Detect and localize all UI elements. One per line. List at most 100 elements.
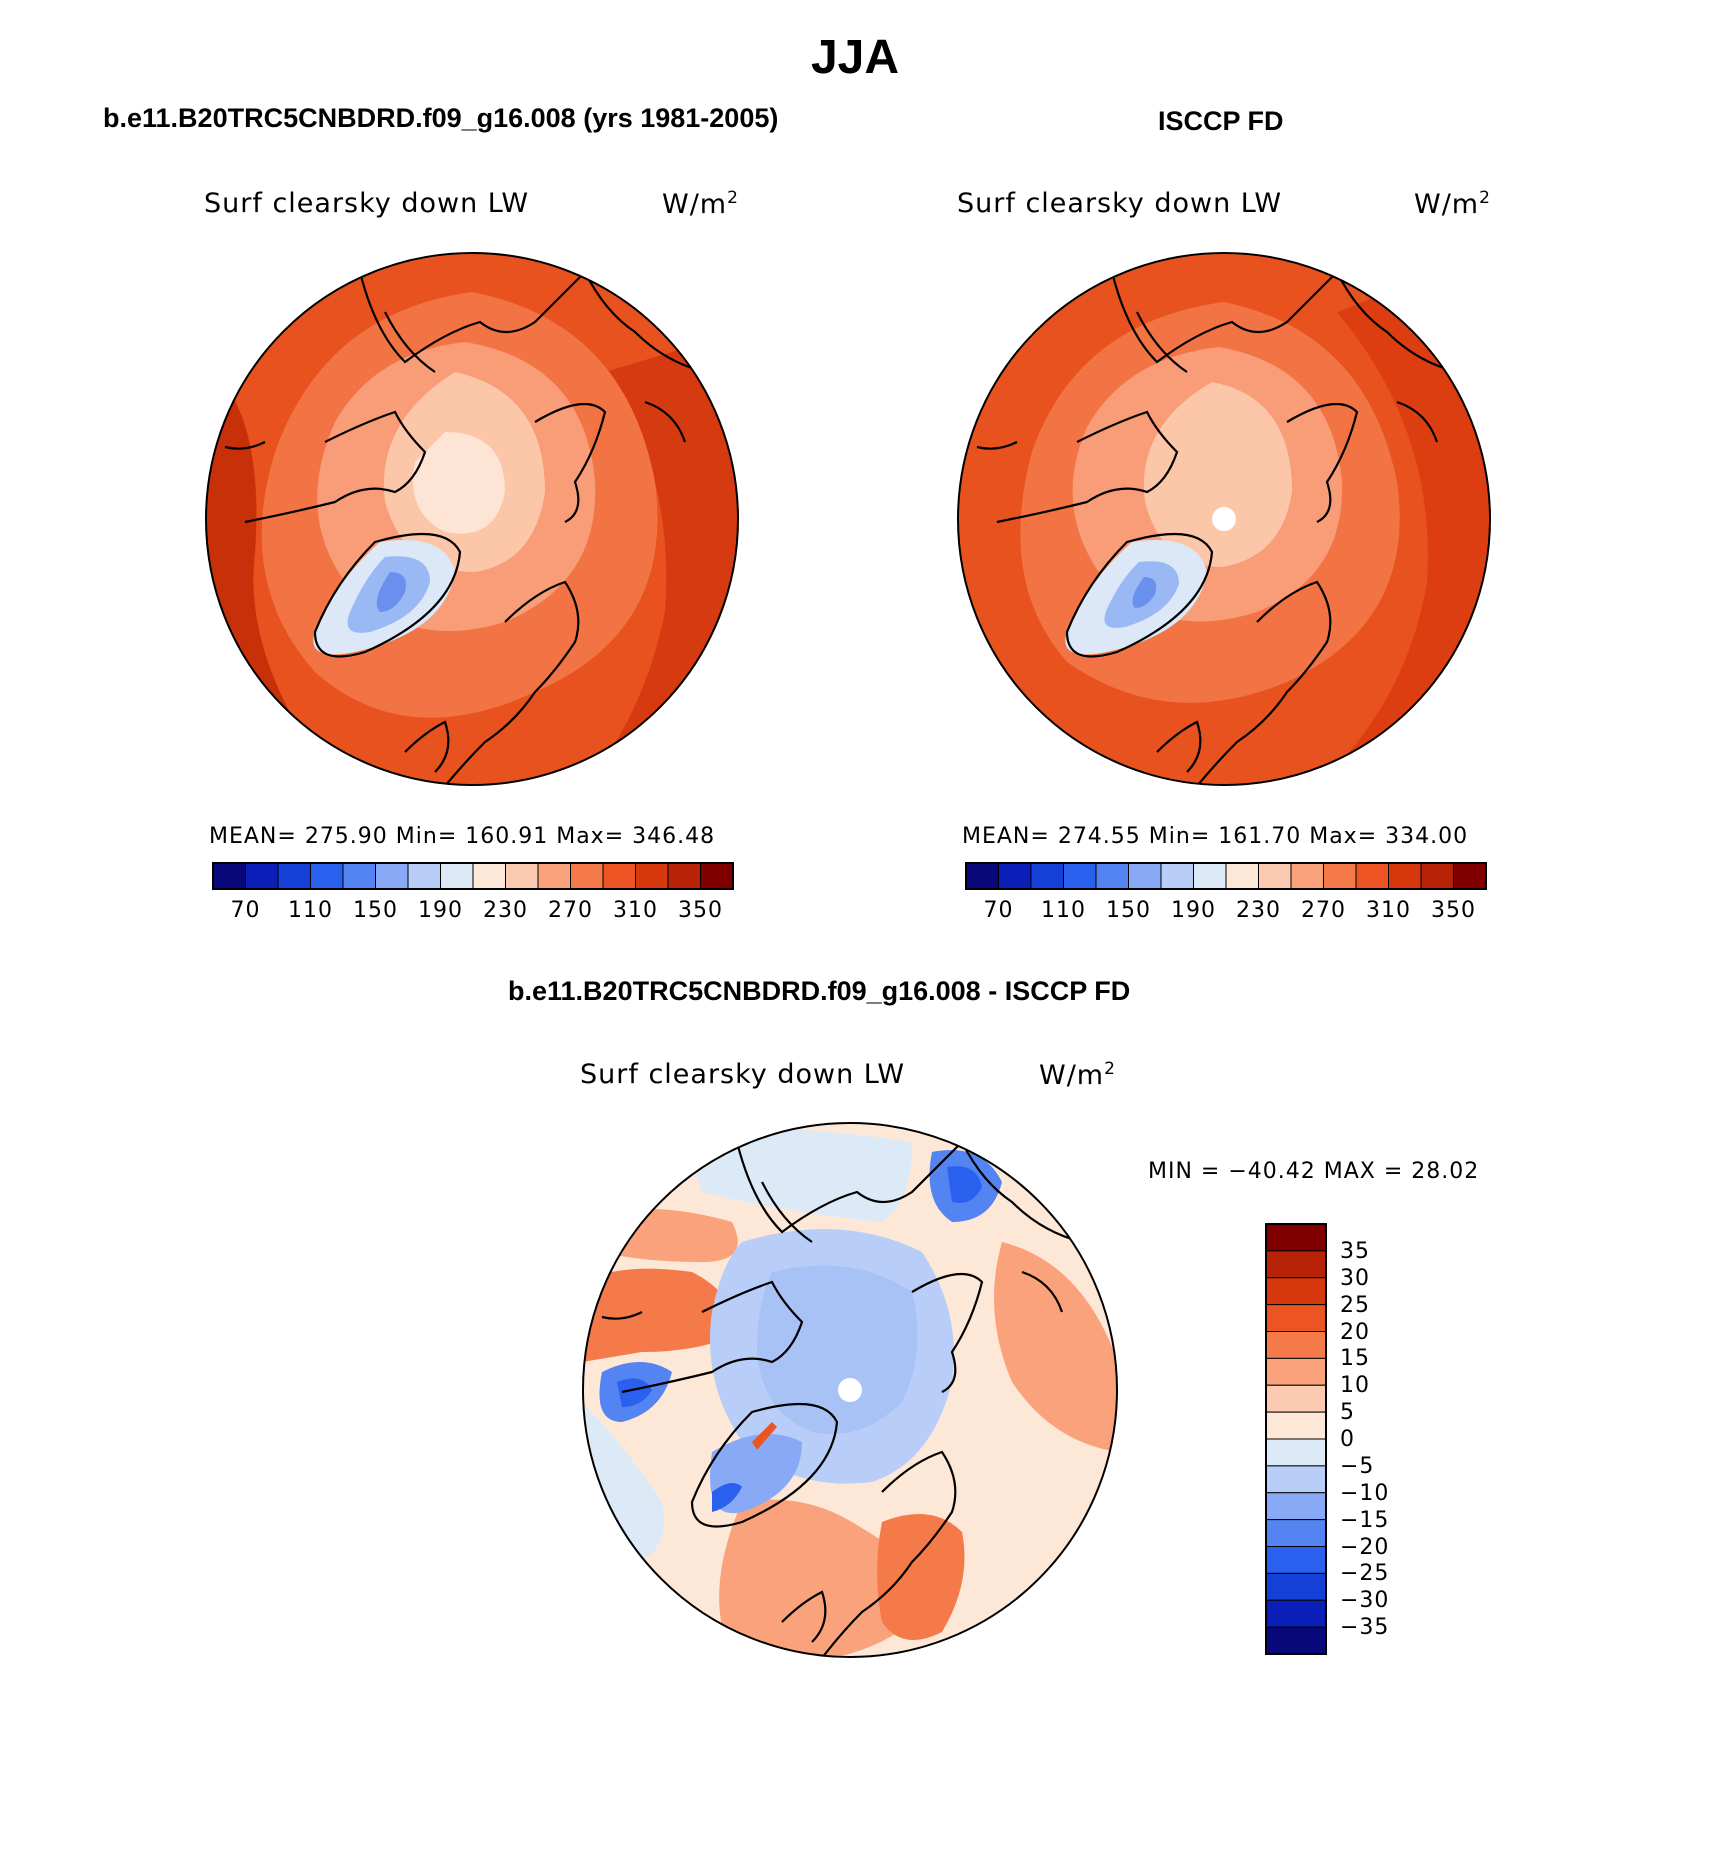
units-label-diff: W/m2 [1039,1059,1116,1091]
units-exponent: 2 [1479,188,1491,208]
colorbar-swatch [1265,1572,1327,1601]
colorbar-swatch [1258,862,1292,890]
colorbar-swatch [1265,1304,1327,1332]
figure-title: JJA [810,31,900,84]
colorbar-swatch [440,862,474,890]
polar-map-diff [582,1122,1118,1658]
colorbar-swatch [342,862,376,890]
field-greenland-core [376,572,406,612]
colorbar-swatch [245,862,279,890]
colorbar-tick-label: 270 [548,898,593,923]
variable-label-obs: Surf clearsky down LW [957,188,1283,219]
colorbar-swatch [635,862,669,890]
colorbar-swatch [1388,862,1422,890]
colorbar-tick-label: 110 [288,898,333,923]
colorbar-tick-label: −5 [1340,1453,1375,1479]
colorbar-tick-label: 230 [483,898,528,923]
colorbar-tick-label: 310 [613,898,658,923]
colorbar-tick-label: −15 [1340,1507,1390,1533]
stats-model: MEAN= 275.90 Min= 160.91 Max= 346.48 [209,824,716,849]
field-pole [413,432,505,534]
colorbar-diff-ticks: 35 30 25 20 15 10 5 0 −5 −10 −15 −20 −25 −30 −35 [1340,1224,1420,1656]
coastlines [224,271,706,785]
field-greenland-red-streak [752,1422,777,1450]
colorbar-swatch [407,862,441,890]
variable-label-diff: Surf clearsky down LW [580,1059,906,1090]
colorbar-swatch [472,862,506,890]
colorbar-tick-label: 25 [1340,1292,1370,1318]
stats-diff: MIN = −40.42 MAX = 28.02 [1148,1159,1480,1184]
units-exponent: 2 [1104,1059,1116,1079]
colorbar-tick-label: 310 [1366,898,1411,923]
variable-label-model: Surf clearsky down LW [204,188,530,219]
colorbar-swatch [1265,1546,1327,1574]
colorbar-swatch [1265,1438,1327,1467]
colorbar-tick-label: 190 [1171,898,1216,923]
colorbar-swatch [998,862,1032,890]
colorbar-swatch [1030,862,1064,890]
colorbar-tick-label: −20 [1340,1534,1390,1560]
field-warm-west [583,1268,742,1362]
colorbar-swatch [1265,1599,1327,1628]
polar-map-obs [957,252,1491,786]
colorbar-swatch [1265,1223,1327,1252]
coastlines [601,1141,1083,1657]
colorbar-swatch [1265,1384,1327,1413]
field-canada-blue-core [617,1378,652,1407]
colorbar-tick-label: 350 [678,898,723,923]
units-label-obs: W/m2 [1414,188,1491,220]
colorbar-swatch [1323,862,1357,890]
colorbar-tick-label: 10 [1340,1373,1370,1399]
colorbar-outline [1265,1223,1327,1655]
colorbar-swatch [1265,1519,1327,1547]
field-greenland-blue-core [712,1483,742,1512]
colorbar-swatch [212,862,246,890]
field-greenland-core [1132,577,1157,608]
colorbar-swatch [1128,862,1162,890]
colorbar-tick-label: 0 [1340,1427,1355,1452]
units-base: W/m [1039,1060,1105,1091]
colorbar-obs [965,862,1487,890]
colorbar-tick-label: 350 [1431,898,1476,923]
field-siberia-blue-core [947,1166,982,1203]
colorbar-tick-label: 110 [1041,898,1086,923]
colorbar-model [212,862,734,890]
colorbar-obs-ticks: 70 110 150 190 230 270 310 350 [966,898,1486,928]
colorbar-swatch [1193,862,1227,890]
colorbar-tick-label: 270 [1301,898,1346,923]
colorbar-swatch [1160,862,1194,890]
colorbar-tick-label: 5 [1340,1400,1355,1426]
stats-obs: MEAN= 274.55 Min= 161.70 Max= 334.00 [962,824,1469,849]
colorbar-swatch [310,862,344,890]
colorbar-tick-label: −25 [1340,1561,1390,1587]
colorbar-swatch [1063,862,1097,890]
field-warm-east [994,1242,1117,1452]
polar-map-model [205,252,739,786]
colorbar-tick-label: 150 [1106,898,1151,923]
colorbar-swatch [1453,862,1487,890]
colorbar-swatch [1265,1492,1327,1521]
colorbar-swatch [965,862,999,890]
colorbar-tick-label: 30 [1340,1265,1370,1291]
colorbar-tick-label: −10 [1340,1480,1390,1506]
colorbar-swatch [375,862,409,890]
colorbar-outline [965,862,1487,890]
colorbar-tick-label: 20 [1340,1319,1370,1345]
units-base: W/m [662,189,728,220]
panel-title-obs: ISCCP FD [1158,106,1284,136]
pole-hole [838,1378,862,1402]
units-base: W/m [1414,189,1480,220]
colorbar-tick-label: 70 [230,898,261,923]
colorbar-swatch [1265,1465,1327,1494]
colorbar-tick-label: 15 [1340,1346,1370,1372]
colorbar-swatch [1290,862,1324,890]
colorbar-tick-label: −35 [1340,1615,1390,1641]
panel-title-diff: b.e11.B20TRC5CNBDRD.f09_g16.008 - ISCCP … [508,976,1131,1006]
units-label-model: W/m2 [662,188,739,220]
units-exponent: 2 [727,188,739,208]
colorbar-tick-label: 70 [983,898,1014,923]
colorbar-swatch [505,862,539,890]
colorbar-swatch [1265,1357,1327,1386]
colorbar-swatch [667,862,701,890]
colorbar-outline [212,862,734,890]
